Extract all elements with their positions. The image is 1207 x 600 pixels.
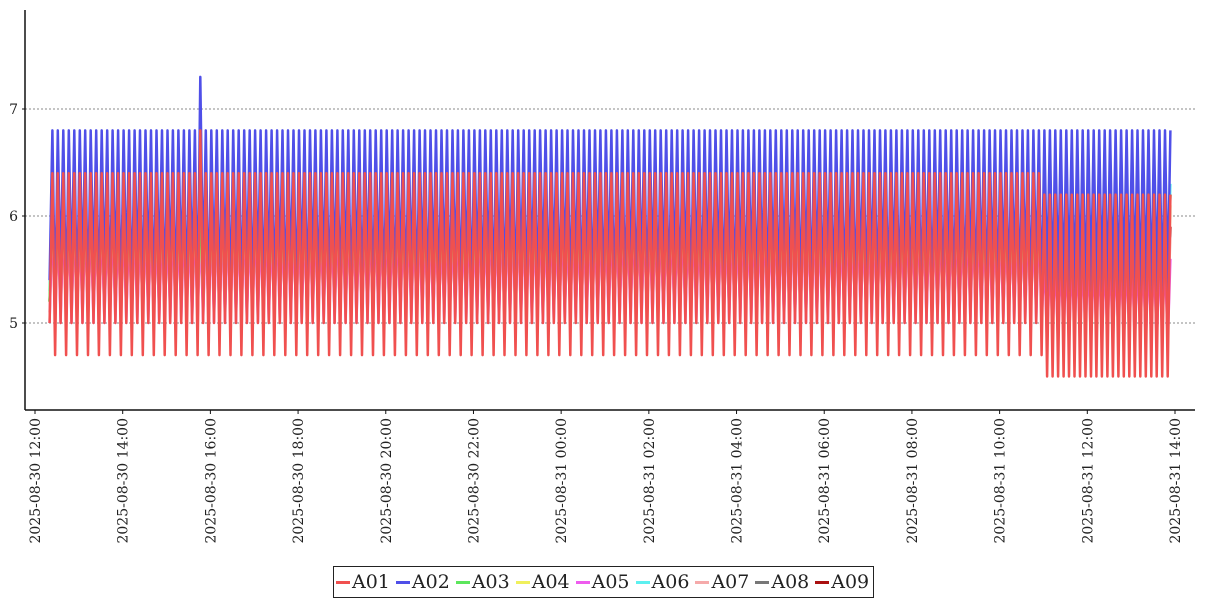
legend-swatch [635,580,650,584]
legend-swatch [695,580,710,584]
x-tick-label: 2025-08-30 14:00 [116,418,132,544]
x-tick-label: 2025-08-31 12:00 [1080,418,1096,544]
legend: A01 A02 A03 A04 A05 A06 A07 A08 A09 [333,566,875,598]
legend-label: A03 [471,571,510,593]
x-tick-label: 2025-08-31 10:00 [993,418,1009,544]
legend-item-a03: A03 [455,571,510,593]
x-ticks: 2025-08-30 12:00 2025-08-30 14:00 2025-08-… [28,410,1184,544]
legend-swatch [575,580,590,584]
x-tick-label: 2025-08-30 16:00 [203,418,219,544]
x-tick-label: 2025-08-31 08:00 [905,418,921,544]
legend-label: A06 [651,571,690,593]
x-tick-label: 2025-08-30 20:00 [379,418,395,544]
x-tick-label: 2025-08-31 14:00 [1168,418,1184,544]
legend-label: A07 [711,571,750,593]
line-chart: 567 2025-08-30 12:00 2025-08-30 14:00 2025… [9,10,1195,544]
legend-item-a05: A05 [575,571,630,593]
legend-swatch [815,580,830,584]
y-tick-label: 5 [9,316,18,332]
x-tick-label: 2025-08-30 22:00 [466,418,482,544]
legend-item-a04: A04 [515,571,570,593]
legend-item-a08: A08 [755,571,809,593]
x-tick-label: 2025-08-31 02:00 [642,418,658,544]
x-tick-label: 2025-08-30 18:00 [291,418,307,544]
y-tick-label: 7 [9,102,18,118]
legend-label: A01 [352,571,390,593]
legend-item-a07: A07 [695,571,749,593]
legend-label: A09 [831,571,870,593]
x-tick-label: 2025-08-31 00:00 [554,418,570,544]
legend-item-a01: A01 [336,571,390,593]
x-tick-label: 2025-08-30 12:00 [28,418,44,544]
legend-item-a06: A06 [635,571,690,593]
legend-label: A04 [531,571,570,593]
legend-label: A02 [411,571,450,593]
series-line-a01 [48,129,1172,378]
x-tick-label: 2025-08-31 06:00 [817,418,833,544]
legend-swatch [395,580,410,584]
legend-swatch [515,580,530,584]
series-layer [48,75,1172,378]
legend-swatch [755,580,770,584]
y-ticks: 5 6 7 [9,102,25,332]
legend-item-a02: A02 [395,571,450,593]
legend-swatch [336,580,350,584]
y-tick-label: 6 [9,209,18,225]
legend-item-a09: A09 [815,571,869,593]
x-tick-label: 2025-08-31 04:00 [730,418,746,544]
legend-label: A05 [591,571,630,593]
legend-label: A08 [771,571,810,593]
legend-swatch [455,580,470,584]
